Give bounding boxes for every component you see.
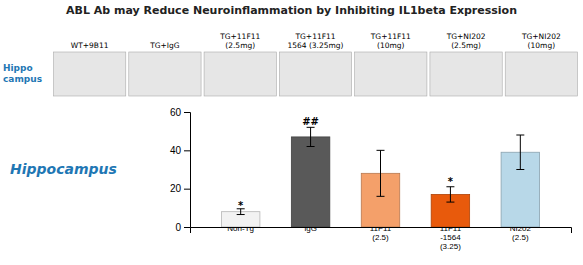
chart: ABL Ab may Reduce Neuroinflammation by I…: [0, 0, 583, 265]
y-tick-mark: [184, 112, 190, 113]
x-tick: 11F11-1564(3.25): [440, 224, 462, 251]
panel-label: TG+11F11(2.5mg): [219, 32, 260, 50]
y-tick: 20: [170, 183, 190, 194]
image-panel: [430, 52, 502, 96]
y-tick: 40: [170, 145, 190, 156]
error-bar: [377, 150, 385, 196]
image-panel: [54, 52, 126, 96]
image-panel: [129, 52, 201, 96]
error-bar-line: [450, 187, 451, 202]
y-axis: 0 20 40 60: [170, 107, 191, 233]
annotation: *: [238, 200, 244, 211]
error-bar-line: [310, 127, 311, 146]
error-bar-cap: [516, 169, 524, 170]
error-bar-line: [520, 135, 521, 170]
y-tick-label: 20: [170, 183, 182, 194]
y-axis-line: [184, 113, 191, 228]
y-tick-label: 40: [170, 145, 182, 156]
error-bar-cap: [446, 202, 454, 203]
image-strip: WT+9B11 TG+IgG TG+11F11(2.5mg) TG+11F111564…: [3, 32, 578, 96]
title: ABL Ab may Reduce Neuroinflammation by I…: [66, 4, 517, 17]
error-bar-cap: [377, 150, 385, 151]
y-tick-label: 60: [170, 107, 182, 118]
image-panel: [505, 52, 577, 96]
image-panel: [355, 52, 427, 96]
error-bar-cap: [377, 196, 385, 197]
y-tick-label: 0: [175, 222, 181, 233]
panel-label: TG+IgG: [149, 41, 180, 50]
error-bar-cap: [516, 135, 524, 136]
error-bar: [446, 187, 454, 202]
plot: 0 20 40 60 Non-TgIgG11F11(2.5)11F11-1564(3.2…: [170, 107, 572, 251]
error-bar-line: [380, 150, 381, 196]
y-tick: 0: [175, 222, 190, 233]
y-tick: 60: [170, 107, 190, 118]
error-bar: [307, 127, 315, 146]
panel-label: TG+11F11(10mg): [370, 32, 411, 50]
error-bar-cap: [307, 146, 315, 147]
y-label: Hippocampus: [10, 161, 117, 177]
panel-label: TG+NI202(2.5mg): [446, 32, 486, 50]
annotation: *: [448, 176, 454, 187]
y-tick-mark: [184, 189, 190, 190]
panel-label: TG+11F111564 (3.25mg): [287, 32, 343, 50]
marks: [221, 127, 539, 227]
panel-label: TG+NI202(10mg): [521, 32, 561, 50]
bar: [291, 137, 329, 227]
error-bar-cap: [237, 214, 245, 215]
x-axis: Non-TgIgG11F11(2.5)11F11-1564(3.25)NI202…: [191, 224, 572, 251]
panel-row-label: Hippocampus: [3, 63, 42, 84]
image-panel: [279, 52, 351, 96]
panel-label: WT+9B11: [71, 41, 109, 50]
image-panel: [204, 52, 276, 96]
y-tick-mark: [184, 150, 190, 151]
error-bar: [516, 135, 524, 170]
x-tick-label: 11F11-1564(3.25): [440, 224, 462, 251]
y-tick-mark: [184, 227, 190, 228]
annotation: ##: [302, 116, 319, 127]
